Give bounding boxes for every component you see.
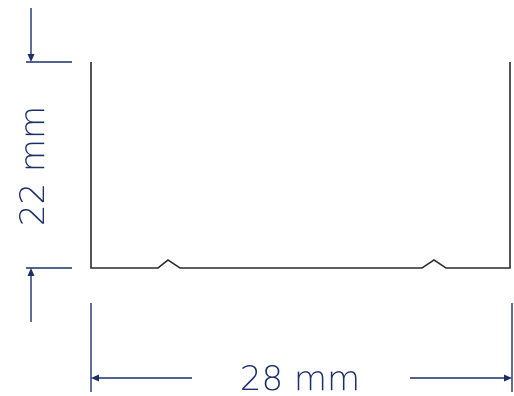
width-dimension-label: 28 mm [240,359,360,396]
height-bottom-arrowhead [27,268,35,276]
height-dimension-label: 22 mm [13,106,53,226]
channel-profile-outline [90,62,511,269]
width-right-arrowhead [504,374,512,382]
height-top-arrowhead [27,54,35,62]
height-dimension: 22 mm [13,8,72,322]
width-dimension: 28 mm [90,303,513,396]
width-left-arrowhead [91,374,99,382]
